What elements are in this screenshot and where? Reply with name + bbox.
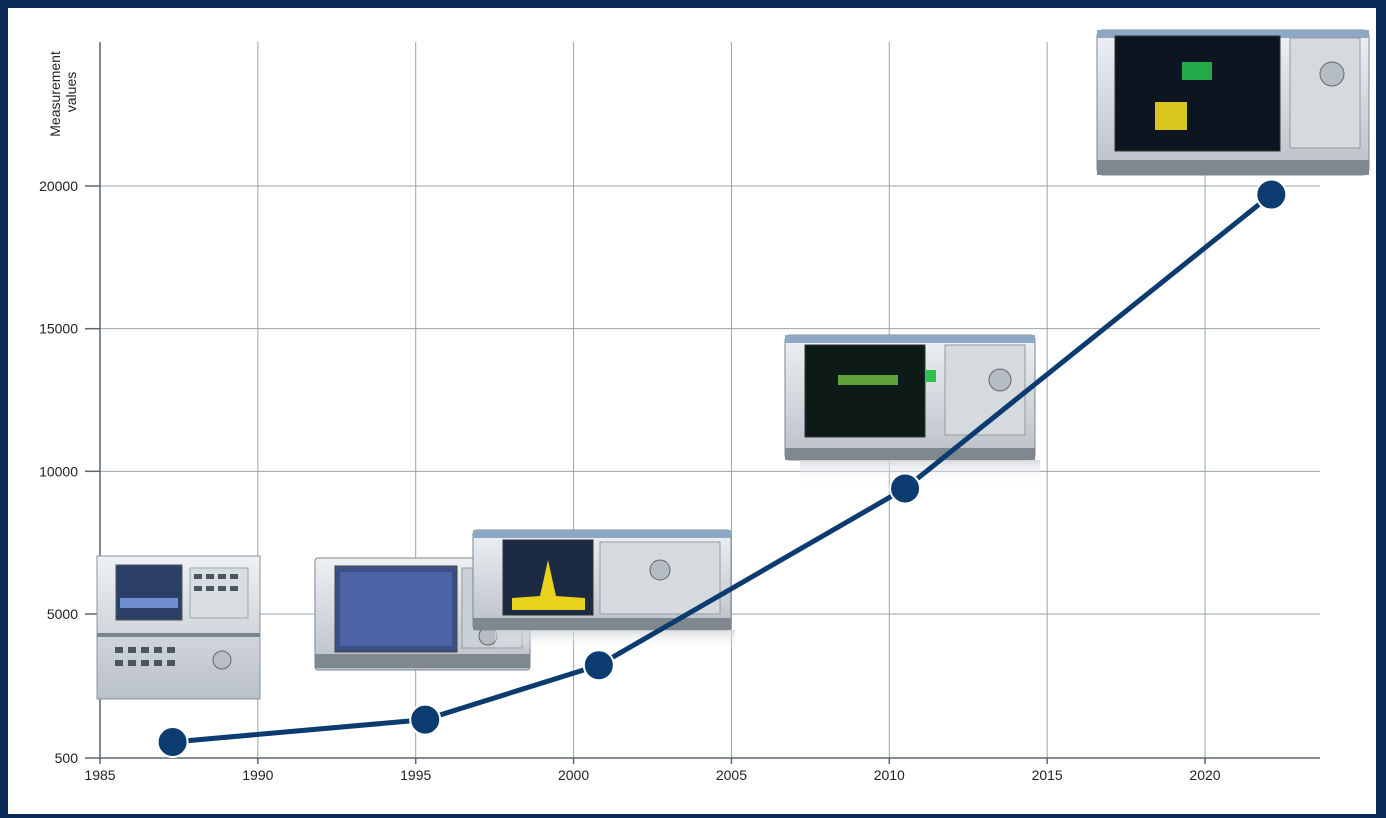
x-tick-label: 1990 [242, 767, 273, 783]
y-axis-label-line-2: values [63, 72, 79, 112]
y-tick-label: 5000 [47, 606, 78, 622]
x-tick-label: 2000 [558, 767, 589, 783]
tick-labels: 1985 1990 1995 2000 2005 2010 2015 2020 500 5000 1… [39, 178, 1221, 783]
y-axis-label-line-1: Measurement [47, 51, 63, 137]
y-tick-label: 20000 [39, 178, 78, 194]
series [156, 178, 1288, 758]
x-tick-label: 1995 [400, 767, 431, 783]
y-tick-label: 500 [55, 750, 79, 766]
grid-lines [100, 42, 1320, 758]
x-tick-label: 1985 [84, 767, 115, 783]
data-point [1255, 178, 1288, 211]
analyzer-2022-icon [1096, 29, 1370, 176]
data-point [409, 703, 442, 736]
analyzer-1987-icon [96, 555, 261, 700]
data-point [156, 726, 189, 758]
x-tick-label: 2020 [1189, 767, 1220, 783]
y-tick-label: 15000 [39, 321, 78, 337]
analyzer-2000-icon [472, 529, 735, 650]
x-tick-label: 2005 [716, 767, 747, 783]
data-point [582, 649, 615, 682]
y-axis-label: Measurement values [47, 47, 79, 136]
x-tick-label: 2015 [1032, 767, 1063, 783]
analyzer-2010-icon [784, 334, 1040, 485]
data-point [889, 472, 922, 505]
x-tick-label: 2010 [874, 767, 905, 783]
y-tick-label: 10000 [39, 463, 78, 479]
